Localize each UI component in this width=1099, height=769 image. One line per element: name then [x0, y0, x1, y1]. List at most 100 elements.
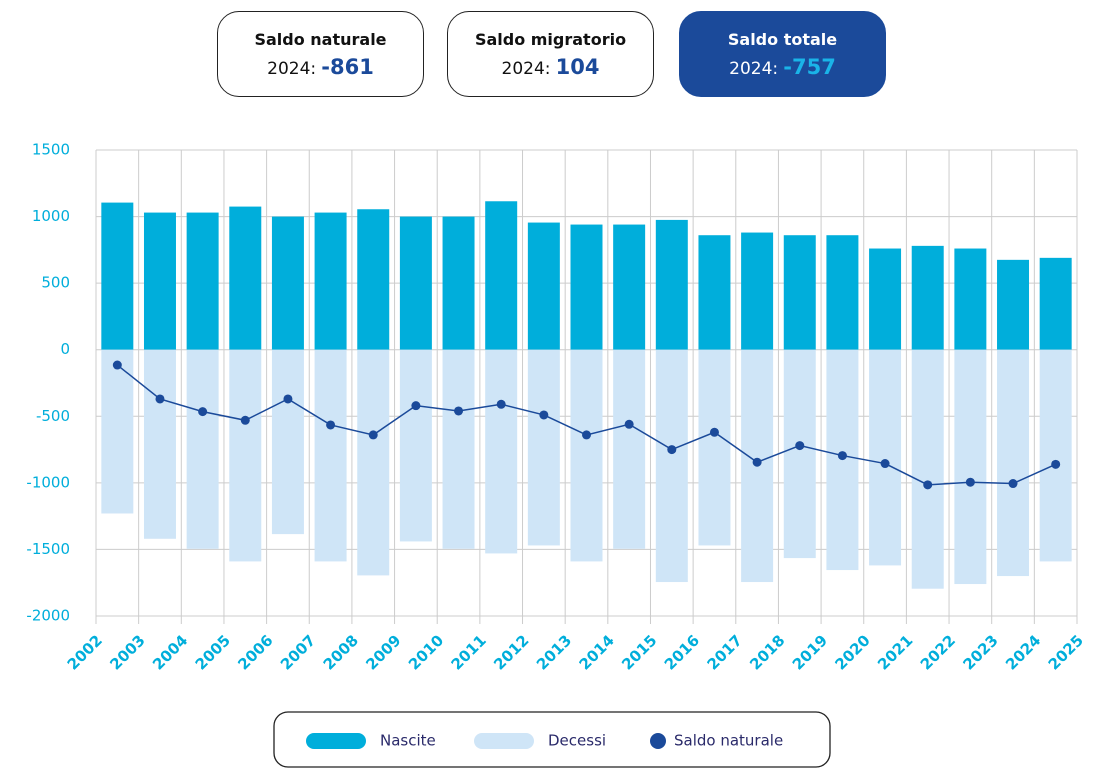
- bar: [1039, 257, 1072, 350]
- x-tick-label: 2025: [1045, 631, 1087, 673]
- bar: [869, 248, 902, 350]
- x-tick-label: 2002: [64, 631, 106, 673]
- y-tick-label: -500: [36, 407, 70, 425]
- tab-title: Saldo migratorio: [474, 30, 627, 49]
- bar: [399, 349, 432, 542]
- point: [1008, 479, 1018, 489]
- bar: [698, 235, 731, 350]
- bar: [314, 349, 347, 562]
- bar: [229, 206, 262, 350]
- bar: [527, 349, 560, 546]
- y-tick-label: 1500: [32, 141, 70, 159]
- point: [923, 480, 933, 490]
- x-tick-label: 2013: [533, 631, 575, 673]
- legend-swatch: [650, 733, 666, 749]
- x-tick-label: 2016: [661, 631, 703, 673]
- point: [539, 410, 549, 420]
- point: [411, 401, 421, 411]
- point: [112, 360, 122, 370]
- x-tick-label: 2008: [320, 631, 362, 673]
- x-tick-label: 2004: [149, 631, 191, 673]
- x-tick-label: 2019: [789, 631, 831, 673]
- bar: [570, 349, 603, 562]
- y-tick-label: -1000: [26, 473, 70, 491]
- bar: [442, 349, 475, 549]
- tab-label: 2024:: [267, 59, 317, 79]
- point: [496, 399, 506, 409]
- bar: [314, 212, 347, 350]
- bar: [229, 349, 262, 562]
- point: [795, 441, 805, 451]
- bar: [997, 349, 1030, 577]
- bar: [613, 349, 646, 549]
- bar: [911, 245, 944, 350]
- point: [198, 407, 208, 417]
- point: [709, 427, 719, 437]
- x-tick-label: 2024: [1002, 631, 1044, 673]
- bar: [357, 209, 390, 350]
- x-tick-label: 2005: [192, 631, 234, 673]
- bar: [826, 235, 859, 350]
- legend-label: Nascite: [380, 732, 436, 750]
- bar: [655, 219, 688, 350]
- bar: [357, 349, 390, 576]
- bar: [485, 349, 518, 554]
- bar: [271, 216, 304, 350]
- x-tick-label: 2012: [490, 631, 532, 673]
- bar: [613, 224, 646, 350]
- bar: [954, 248, 987, 350]
- tab-value: -757: [783, 55, 836, 79]
- tab[interactable]: Saldo migratorio 2024: 104: [447, 11, 654, 97]
- tab[interactable]: Saldo totale 2024: -757: [679, 11, 886, 97]
- y-tick-label: -1500: [26, 540, 70, 558]
- bar: [399, 216, 432, 350]
- point: [624, 419, 634, 429]
- x-tick-label: 2022: [917, 631, 959, 673]
- tab-value: 104: [555, 55, 600, 79]
- legend-swatch: [474, 733, 534, 749]
- y-tick-label: -2000: [26, 607, 70, 625]
- point: [326, 420, 336, 430]
- point: [582, 430, 591, 440]
- x-tick-label: 2023: [959, 631, 1001, 673]
- point: [240, 415, 250, 425]
- legend-swatch: [306, 733, 366, 749]
- bar: [869, 349, 902, 566]
- bar: [101, 202, 134, 350]
- point: [837, 451, 847, 461]
- x-tick-label: 2017: [704, 631, 746, 673]
- tab[interactable]: Saldo naturale 2024: -861: [217, 11, 424, 97]
- y-tick-label: 0: [60, 340, 70, 358]
- x-tick-label: 2020: [831, 631, 873, 673]
- bar: [911, 349, 944, 589]
- bar: [186, 349, 219, 549]
- point: [880, 459, 890, 469]
- tab-label: 2024:: [729, 59, 779, 79]
- y-tick-label: 1000: [32, 207, 70, 225]
- bar: [783, 349, 816, 559]
- bar: [527, 222, 560, 350]
- point: [667, 445, 677, 455]
- point: [965, 477, 975, 487]
- point: [283, 394, 293, 404]
- bar: [186, 212, 219, 350]
- bar: [997, 259, 1030, 350]
- point: [454, 406, 464, 416]
- bar: [101, 349, 134, 514]
- y-tick-label: 500: [41, 274, 70, 292]
- point: [368, 430, 378, 440]
- bar: [485, 201, 518, 350]
- legend-box: [273, 711, 831, 768]
- x-tick-label: 2015: [618, 631, 660, 673]
- x-tick-label: 2010: [405, 631, 447, 673]
- point: [752, 457, 762, 467]
- bar: [570, 224, 603, 350]
- legend-label: Decessi: [548, 732, 606, 750]
- legend-label: Saldo naturale: [674, 732, 783, 750]
- x-tick-label: 2014: [576, 631, 618, 673]
- point: [155, 394, 165, 404]
- bar: [442, 216, 475, 350]
- x-tick-label: 2006: [234, 631, 276, 673]
